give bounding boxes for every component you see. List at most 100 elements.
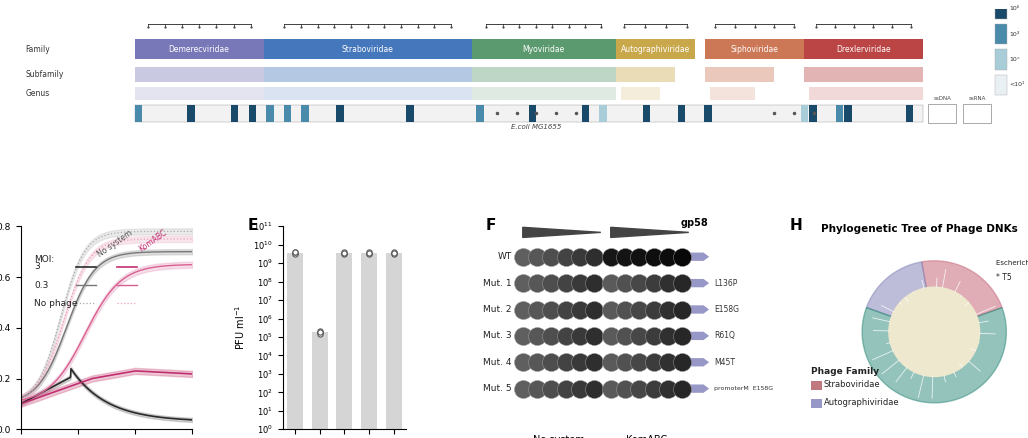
- Point: [287, 251, 303, 258]
- Bar: [809, 105, 817, 122]
- Bar: [810, 399, 822, 408]
- Bar: [906, 105, 913, 122]
- Point: [586, 359, 602, 366]
- Text: M45T: M45T: [714, 358, 735, 367]
- Bar: [135, 39, 263, 60]
- Point: [602, 306, 619, 313]
- Bar: [135, 105, 923, 122]
- Point: [528, 306, 545, 313]
- Bar: [284, 105, 291, 122]
- Bar: [472, 88, 616, 100]
- Text: Escherichia phage: Escherichia phage: [996, 260, 1028, 266]
- Point: [557, 253, 574, 260]
- Point: [311, 328, 328, 335]
- Text: No phage: No phage: [34, 299, 78, 308]
- Point: [543, 359, 559, 366]
- Bar: [616, 67, 675, 82]
- Bar: [928, 104, 956, 123]
- Polygon shape: [922, 261, 1002, 332]
- Bar: [705, 39, 804, 60]
- Point: [674, 253, 691, 260]
- Point: [386, 249, 402, 256]
- Text: ssDNA: ssDNA: [933, 96, 951, 101]
- Bar: [995, 49, 1006, 70]
- Text: No system: No system: [533, 435, 584, 438]
- Text: E158G: E158G: [714, 305, 739, 314]
- Bar: [677, 105, 686, 122]
- Bar: [266, 105, 273, 122]
- Point: [515, 385, 531, 392]
- Point: [674, 279, 691, 286]
- Point: [660, 279, 676, 286]
- Bar: [710, 88, 755, 100]
- Point: [617, 359, 633, 366]
- Point: [336, 251, 353, 258]
- Point: [361, 249, 377, 256]
- Bar: [801, 105, 808, 122]
- Bar: [963, 104, 991, 123]
- Point: [586, 279, 602, 286]
- FancyArrowPatch shape: [686, 305, 709, 314]
- Point: [660, 306, 676, 313]
- Point: [515, 359, 531, 366]
- Point: [602, 359, 619, 366]
- Text: 3: 3: [34, 262, 40, 272]
- Bar: [995, 75, 1006, 95]
- Bar: [472, 39, 616, 60]
- Point: [528, 253, 545, 260]
- Bar: [336, 105, 343, 122]
- Point: [572, 279, 588, 286]
- Bar: [836, 105, 843, 122]
- Point: [646, 359, 662, 366]
- Bar: [804, 39, 923, 60]
- Bar: [135, 105, 142, 122]
- Bar: [311, 332, 328, 438]
- Point: [543, 253, 559, 260]
- Text: ssRNA: ssRNA: [968, 96, 986, 101]
- Bar: [472, 67, 616, 82]
- Point: [572, 306, 588, 313]
- Point: [515, 279, 531, 286]
- Text: Mut. 2: Mut. 2: [483, 305, 512, 314]
- Point: [287, 249, 303, 256]
- Point: [631, 332, 648, 339]
- Point: [361, 251, 377, 258]
- Point: [543, 279, 559, 286]
- Point: [617, 385, 633, 392]
- Bar: [287, 253, 303, 438]
- Point: [528, 385, 545, 392]
- Text: Siphoviridae: Siphoviridae: [731, 45, 778, 54]
- Point: [572, 253, 588, 260]
- Text: WT: WT: [498, 252, 512, 261]
- Polygon shape: [523, 227, 600, 237]
- Point: [557, 279, 574, 286]
- Point: [646, 253, 662, 260]
- Text: R61Q: R61Q: [714, 332, 735, 340]
- Point: [515, 332, 531, 339]
- Bar: [231, 105, 238, 122]
- Text: Mut. 1: Mut. 1: [483, 279, 512, 288]
- Text: Straboviridae: Straboviridae: [342, 45, 394, 54]
- Bar: [476, 105, 484, 122]
- Bar: [810, 381, 822, 390]
- Text: MOI:: MOI:: [34, 255, 54, 264]
- Text: E: E: [248, 218, 258, 233]
- Point: [543, 332, 559, 339]
- Point: [660, 385, 676, 392]
- Bar: [804, 67, 923, 82]
- Text: Drexlerviridae: Drexlerviridae: [837, 45, 891, 54]
- Bar: [995, 24, 1006, 44]
- Polygon shape: [867, 262, 934, 332]
- Point: [528, 359, 545, 366]
- Bar: [263, 39, 472, 60]
- Text: Myoviridae: Myoviridae: [522, 45, 565, 54]
- Point: [572, 332, 588, 339]
- Polygon shape: [862, 307, 1006, 403]
- Point: [674, 385, 691, 392]
- Point: [586, 385, 602, 392]
- Point: [602, 332, 619, 339]
- FancyArrowPatch shape: [686, 332, 709, 340]
- Point: [646, 279, 662, 286]
- Bar: [599, 105, 607, 122]
- Point: [515, 253, 531, 260]
